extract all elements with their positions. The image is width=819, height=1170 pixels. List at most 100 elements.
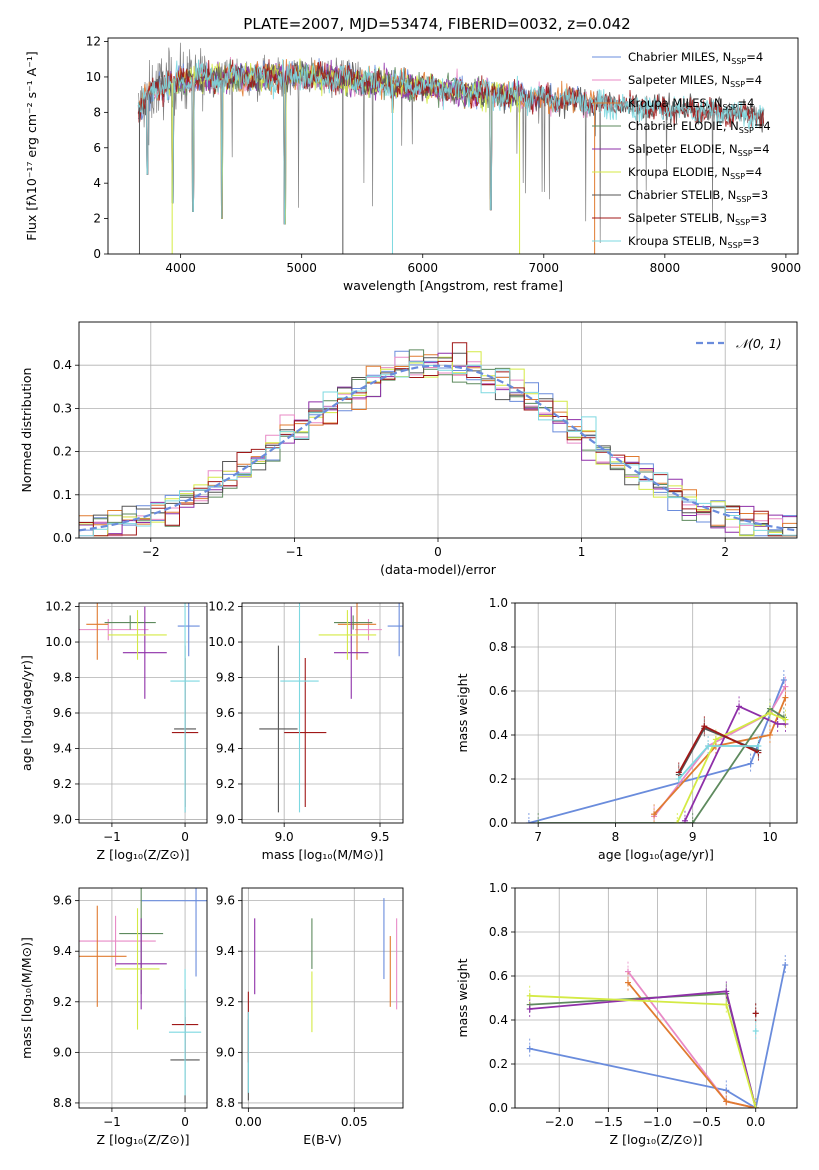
legend-label-kroupa-stelib: Kroupa STELIB, NSSP=3 [628, 234, 759, 250]
y-tick-label: 10.2 [208, 600, 235, 614]
y-tick-label: 0.2 [53, 445, 72, 459]
x-tick-label: 10 [762, 830, 777, 844]
x-tick-label: 4000 [165, 261, 196, 275]
x-tick-label: 0.0 [746, 1115, 765, 1129]
series-line-chabrier-miles [529, 964, 787, 1108]
panel-age_vs_Z: −1 0 9.0 9.2 9.4 9.6 9.8 10.0 10.2 Z [log₁₀(Z/Z⊙)… [19, 600, 208, 862]
x-tick-label: 6000 [407, 261, 438, 275]
x-tick-label: 8000 [650, 261, 681, 275]
axes-frame [107, 37, 799, 255]
x-axis-label: Z [log₁₀(Z/Z⊙)] [610, 1132, 703, 1147]
y-tick-label: 8.8 [216, 1096, 235, 1110]
x-tick-label: 7 [534, 830, 542, 844]
x-axis-label: (data-model)/error [380, 562, 497, 577]
y-tick-label: 9.8 [216, 671, 235, 685]
series-line-kroupa-elodie [529, 994, 757, 1108]
legend-label-chabrier-miles: Chabrier MILES, NSSP=4 [628, 50, 763, 66]
histogram-kroupa-stelib [79, 361, 797, 538]
x-tick-label: 7000 [529, 261, 560, 275]
y-tick-label: 0.2 [489, 772, 508, 786]
series-line-chabrier-miles [528, 679, 785, 823]
legend-label-kroupa-elodie: Kroupa ELODIE, NSSP=4 [628, 165, 762, 181]
y-tick-label: 10.0 [45, 635, 72, 649]
x-tick-label: 0.05 [341, 1115, 368, 1129]
y-tick-label: 0.1 [53, 488, 72, 502]
grid-mass_vs_EBV [242, 888, 403, 1108]
y-tick-label: 9.0 [53, 812, 72, 826]
x-tick-label: 9 [689, 830, 697, 844]
y-tick-label: 9.0 [53, 1045, 72, 1059]
x-tick-label: −1 [286, 545, 304, 559]
y-tick-label: 0.0 [489, 816, 508, 830]
y-axis-label: age [log₁₀(age/yr)] [19, 655, 34, 771]
x-tick-label: 9.5 [370, 830, 389, 844]
panel-age_vs_mass: 9.0 9.5 9.0 9.2 9.4 9.6 9.8 10.0 10.2 mass [log₁₀… [208, 600, 404, 862]
legend-label-kroupa-miles: Kroupa MILES, NSSP=4 [628, 96, 754, 112]
x-tick-label: −1.0 [643, 1115, 672, 1129]
y-tick-label: 9.2 [216, 777, 235, 791]
series-line-salpeter-elodie [684, 705, 786, 822]
x-tick-label: 9000 [771, 261, 802, 275]
y-tick-label: 6 [93, 141, 101, 155]
y-tick-label: 1.0 [489, 596, 508, 610]
series-line-salpeter-miles [653, 686, 787, 817]
x-tick-label: 5000 [286, 261, 317, 275]
panel-mass_vs_EBV: 0.00 0.05 8.8 9.0 9.2 9.4 9.6 E(B-V) [216, 887, 404, 1147]
plot-area-mass_vs_EBV [247, 898, 398, 1101]
y-tick-label: 0.0 [489, 1101, 508, 1115]
axes-frame [241, 602, 404, 824]
axes-frame [78, 887, 208, 1109]
axes-frame [78, 602, 208, 824]
y-tick-label: 9.2 [216, 995, 235, 1009]
y-tick-label: 9.4 [216, 944, 235, 958]
plot-area-spectrum [137, 42, 765, 254]
spectrum-model-kroupa-stelib [137, 58, 765, 225]
x-tick-label: 9.0 [275, 830, 294, 844]
y-tick-label: 9.6 [53, 706, 72, 720]
y-tick-label: 9.2 [53, 777, 72, 791]
series-line-salpeter-elodie [529, 990, 757, 1108]
y-tick-label: 4 [93, 176, 101, 190]
legend-label-chabrier-elodie: Chabrier ELODIE, NSSP=4 [628, 119, 771, 135]
plot-area-weight_vs_Z [526, 955, 789, 1108]
x-axis-label: Z [log₁₀(Z/Z⊙)] [97, 1132, 190, 1147]
y-tick-label: 1.0 [489, 881, 508, 895]
x-tick-label: −1 [103, 1115, 121, 1129]
x-tick-label: 2 [721, 545, 729, 559]
x-axis-label: mass [log₁₀(M/M⊙)] [262, 847, 384, 862]
x-tick-label: −1.5 [594, 1115, 623, 1129]
y-tick-label: 0.0 [53, 531, 72, 545]
x-tick-label: 0 [181, 830, 189, 844]
axes-frame [241, 887, 404, 1109]
plot-area-age_vs_mass [259, 603, 403, 813]
spectrum-legend: Chabrier MILES, NSSP=4 Salpeter MILES, NS… [592, 50, 771, 250]
y-tick-label: 8 [93, 105, 101, 119]
y-tick-label: 9.6 [216, 706, 235, 720]
legend-label-salpeter-stelib: Salpeter STELIB, NSSP=3 [628, 211, 767, 227]
x-axis-label: age [log₁₀(age/yr)] [598, 847, 714, 862]
panel-mass_vs_Z: −1 0 8.8 9.0 9.2 9.4 9.6 Z [log₁₀(Z/Z⊙)] mass [l… [19, 887, 208, 1147]
figure-title: PLATE=2007, MJD=53474, FIBERID=0032, z=0… [243, 15, 630, 33]
series-line-chabrier-elodie [538, 707, 785, 823]
y-axis-label: mass weight [455, 958, 470, 1037]
y-tick-label: 0.3 [53, 401, 72, 415]
axes-frame [514, 887, 798, 1109]
y-tick-label: 0.4 [489, 1013, 508, 1027]
x-tick-label: 1 [578, 545, 586, 559]
y-tick-label: 10.0 [208, 635, 235, 649]
panel-residuals: −2 −1 0 1 2 0.0 0.1 0.2 0.3 0.4 (data-model)/error… [19, 321, 798, 577]
y-tick-label: 8.8 [53, 1096, 72, 1110]
x-axis-label: Z [log₁₀(Z/Z⊙)] [97, 847, 190, 862]
x-tick-label: 0.00 [235, 1115, 262, 1129]
y-axis-label: mass [log₁₀(M/M⊙)] [19, 937, 34, 1059]
grid-mass_vs_Z [79, 888, 207, 1108]
y-tick-label: 9.4 [53, 944, 72, 958]
panel-spectrum: 4000 5000 6000 7000 8000 9000 0 2 4 6 8 10 12 wavelen… [24, 35, 801, 293]
x-tick-label: 8 [612, 830, 620, 844]
y-tick-label: 0.6 [489, 969, 508, 983]
y-axis-label: mass weight [455, 673, 470, 752]
y-tick-label: 0.2 [489, 1057, 508, 1071]
y-tick-label: 9.0 [216, 1045, 235, 1059]
y-tick-label: 10 [86, 70, 101, 84]
